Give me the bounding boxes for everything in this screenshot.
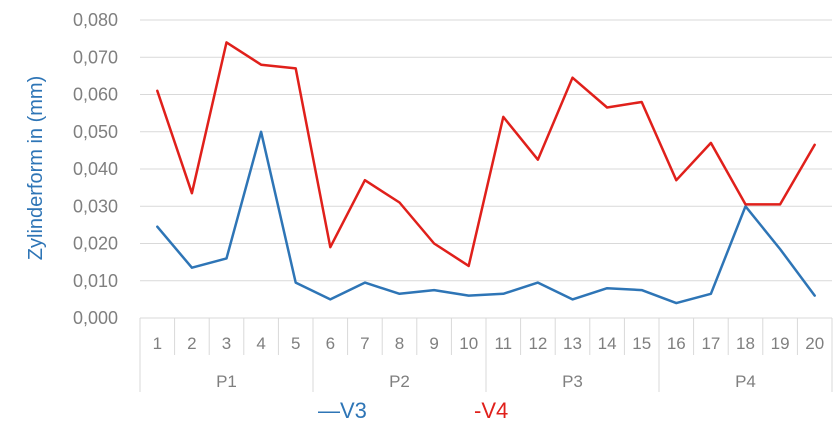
y-axis-title: Zylinderform in (mm) [25, 76, 47, 260]
gridlines [140, 19, 832, 319]
x-tick-label: 3 [222, 334, 231, 353]
series-lines [156, 41, 816, 305]
x-tick-label: 5 [291, 334, 300, 353]
x-tick-label: 8 [395, 334, 404, 353]
y-tick-label: 0,040 [73, 159, 118, 179]
x-tick-label: 11 [494, 334, 512, 353]
x-tick-label: 19 [771, 334, 790, 353]
y-tick-label: 0,080 [73, 10, 118, 30]
group-label: P2 [389, 372, 410, 391]
x-tick-label: 16 [667, 334, 686, 353]
legend-entry-v4: -V4 [474, 398, 508, 423]
x-tick-label: 4 [256, 334, 265, 353]
series-line-v3 [156, 130, 816, 305]
x-tick-label: 9 [429, 334, 438, 353]
group-label: P3 [562, 372, 583, 391]
y-axis-ticks: 0,000 0,010 0,020 0,030 0,040 0,050 0,060 0,070… [73, 10, 118, 328]
group-label: P1 [216, 372, 237, 391]
x-tick-label: 7 [360, 334, 369, 353]
y-tick-label: 0,000 [73, 308, 118, 328]
y-tick-label: 0,050 [73, 122, 118, 142]
x-tick-label: 17 [701, 334, 720, 353]
x-tick-label: 6 [326, 334, 335, 353]
x-tick-label: 2 [187, 334, 196, 353]
series-line-v4 [156, 41, 816, 268]
y-tick-label: 0,070 [73, 47, 118, 67]
y-tick-label: 0,030 [73, 196, 118, 216]
y-tick-label: 0,020 [73, 234, 118, 254]
x-tick-label: 14 [598, 334, 617, 353]
group-label: P4 [735, 372, 756, 391]
x-tick-label: 18 [736, 334, 755, 353]
x-tick-label: 15 [632, 334, 651, 353]
y-tick-label: 0,060 [73, 85, 118, 105]
x-tick-label: 20 [805, 334, 824, 353]
x-tick-label: 13 [563, 334, 582, 353]
y-tick-label: 0,010 [73, 271, 118, 291]
legend: —V3 -V4 [318, 398, 508, 423]
x-tick-label: 1 [153, 334, 162, 353]
x-tick-label: 12 [528, 334, 547, 353]
x-tick-label: 10 [459, 334, 478, 353]
legend-entry-v3: —V3 [318, 398, 367, 423]
